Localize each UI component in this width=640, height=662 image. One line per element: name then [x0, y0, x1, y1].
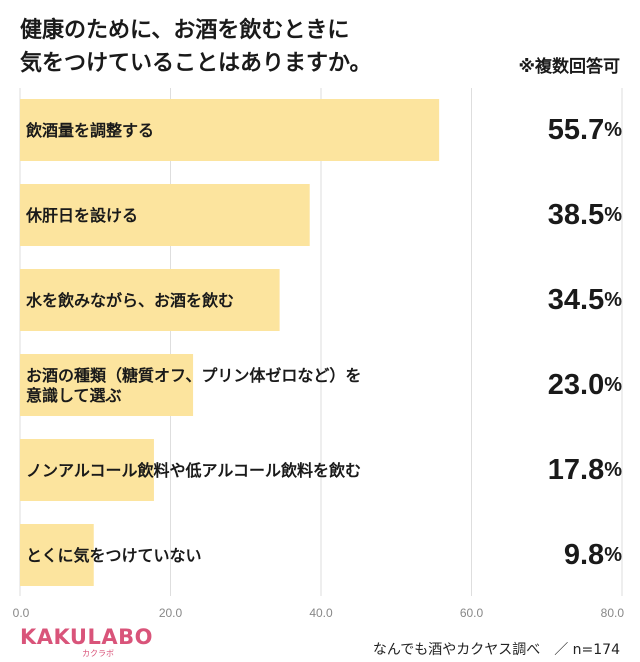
source-note: なんでも酒やカクヤス調べ ／ n=174: [372, 642, 620, 658]
bar: [20, 99, 440, 161]
category-label: 水を飲みながら、お酒を飲む: [26, 291, 234, 310]
bar: [20, 524, 94, 586]
category-label: ノンアルコール飲料や低アルコール飲料を飲む: [26, 461, 361, 480]
bar: [20, 439, 154, 501]
category-label: とくに気をつけていない: [26, 546, 202, 565]
value-label: 9.8%: [564, 539, 622, 571]
x-tick-label: 60.0: [460, 606, 484, 620]
bar: [20, 354, 194, 416]
kakulabo-logo: KAKULABO カクラボ: [20, 627, 153, 659]
category-label: 飲酒量を調整する: [25, 121, 154, 140]
category-label: お酒の種類（糖質オフ、プリン体ゼロなど）を意識して選ぶ: [26, 366, 361, 405]
value-label: 23.0%: [548, 369, 622, 401]
value-label: 34.5%: [548, 284, 622, 316]
logo-text: KAKULABO: [20, 625, 153, 649]
multiple-answer-note: ※複数回答可: [518, 57, 620, 77]
value-label: 55.7%: [548, 114, 622, 146]
chart-title: 健康のために、お酒を飲むときに 気をつけていることはありますか。: [20, 18, 372, 76]
x-tick-label: 80.0: [601, 606, 625, 620]
value-label: 38.5%: [548, 199, 622, 231]
category-label: 休肝日を設ける: [25, 206, 138, 225]
x-tick-label: 20.0: [159, 606, 183, 620]
value-label: 17.8%: [548, 454, 622, 486]
bar: [20, 269, 280, 331]
logo-subtext: カクラボ: [82, 649, 114, 658]
x-tick-label: 0.0: [13, 606, 30, 620]
x-tick-label: 40.0: [309, 606, 333, 620]
bar: [20, 184, 310, 246]
